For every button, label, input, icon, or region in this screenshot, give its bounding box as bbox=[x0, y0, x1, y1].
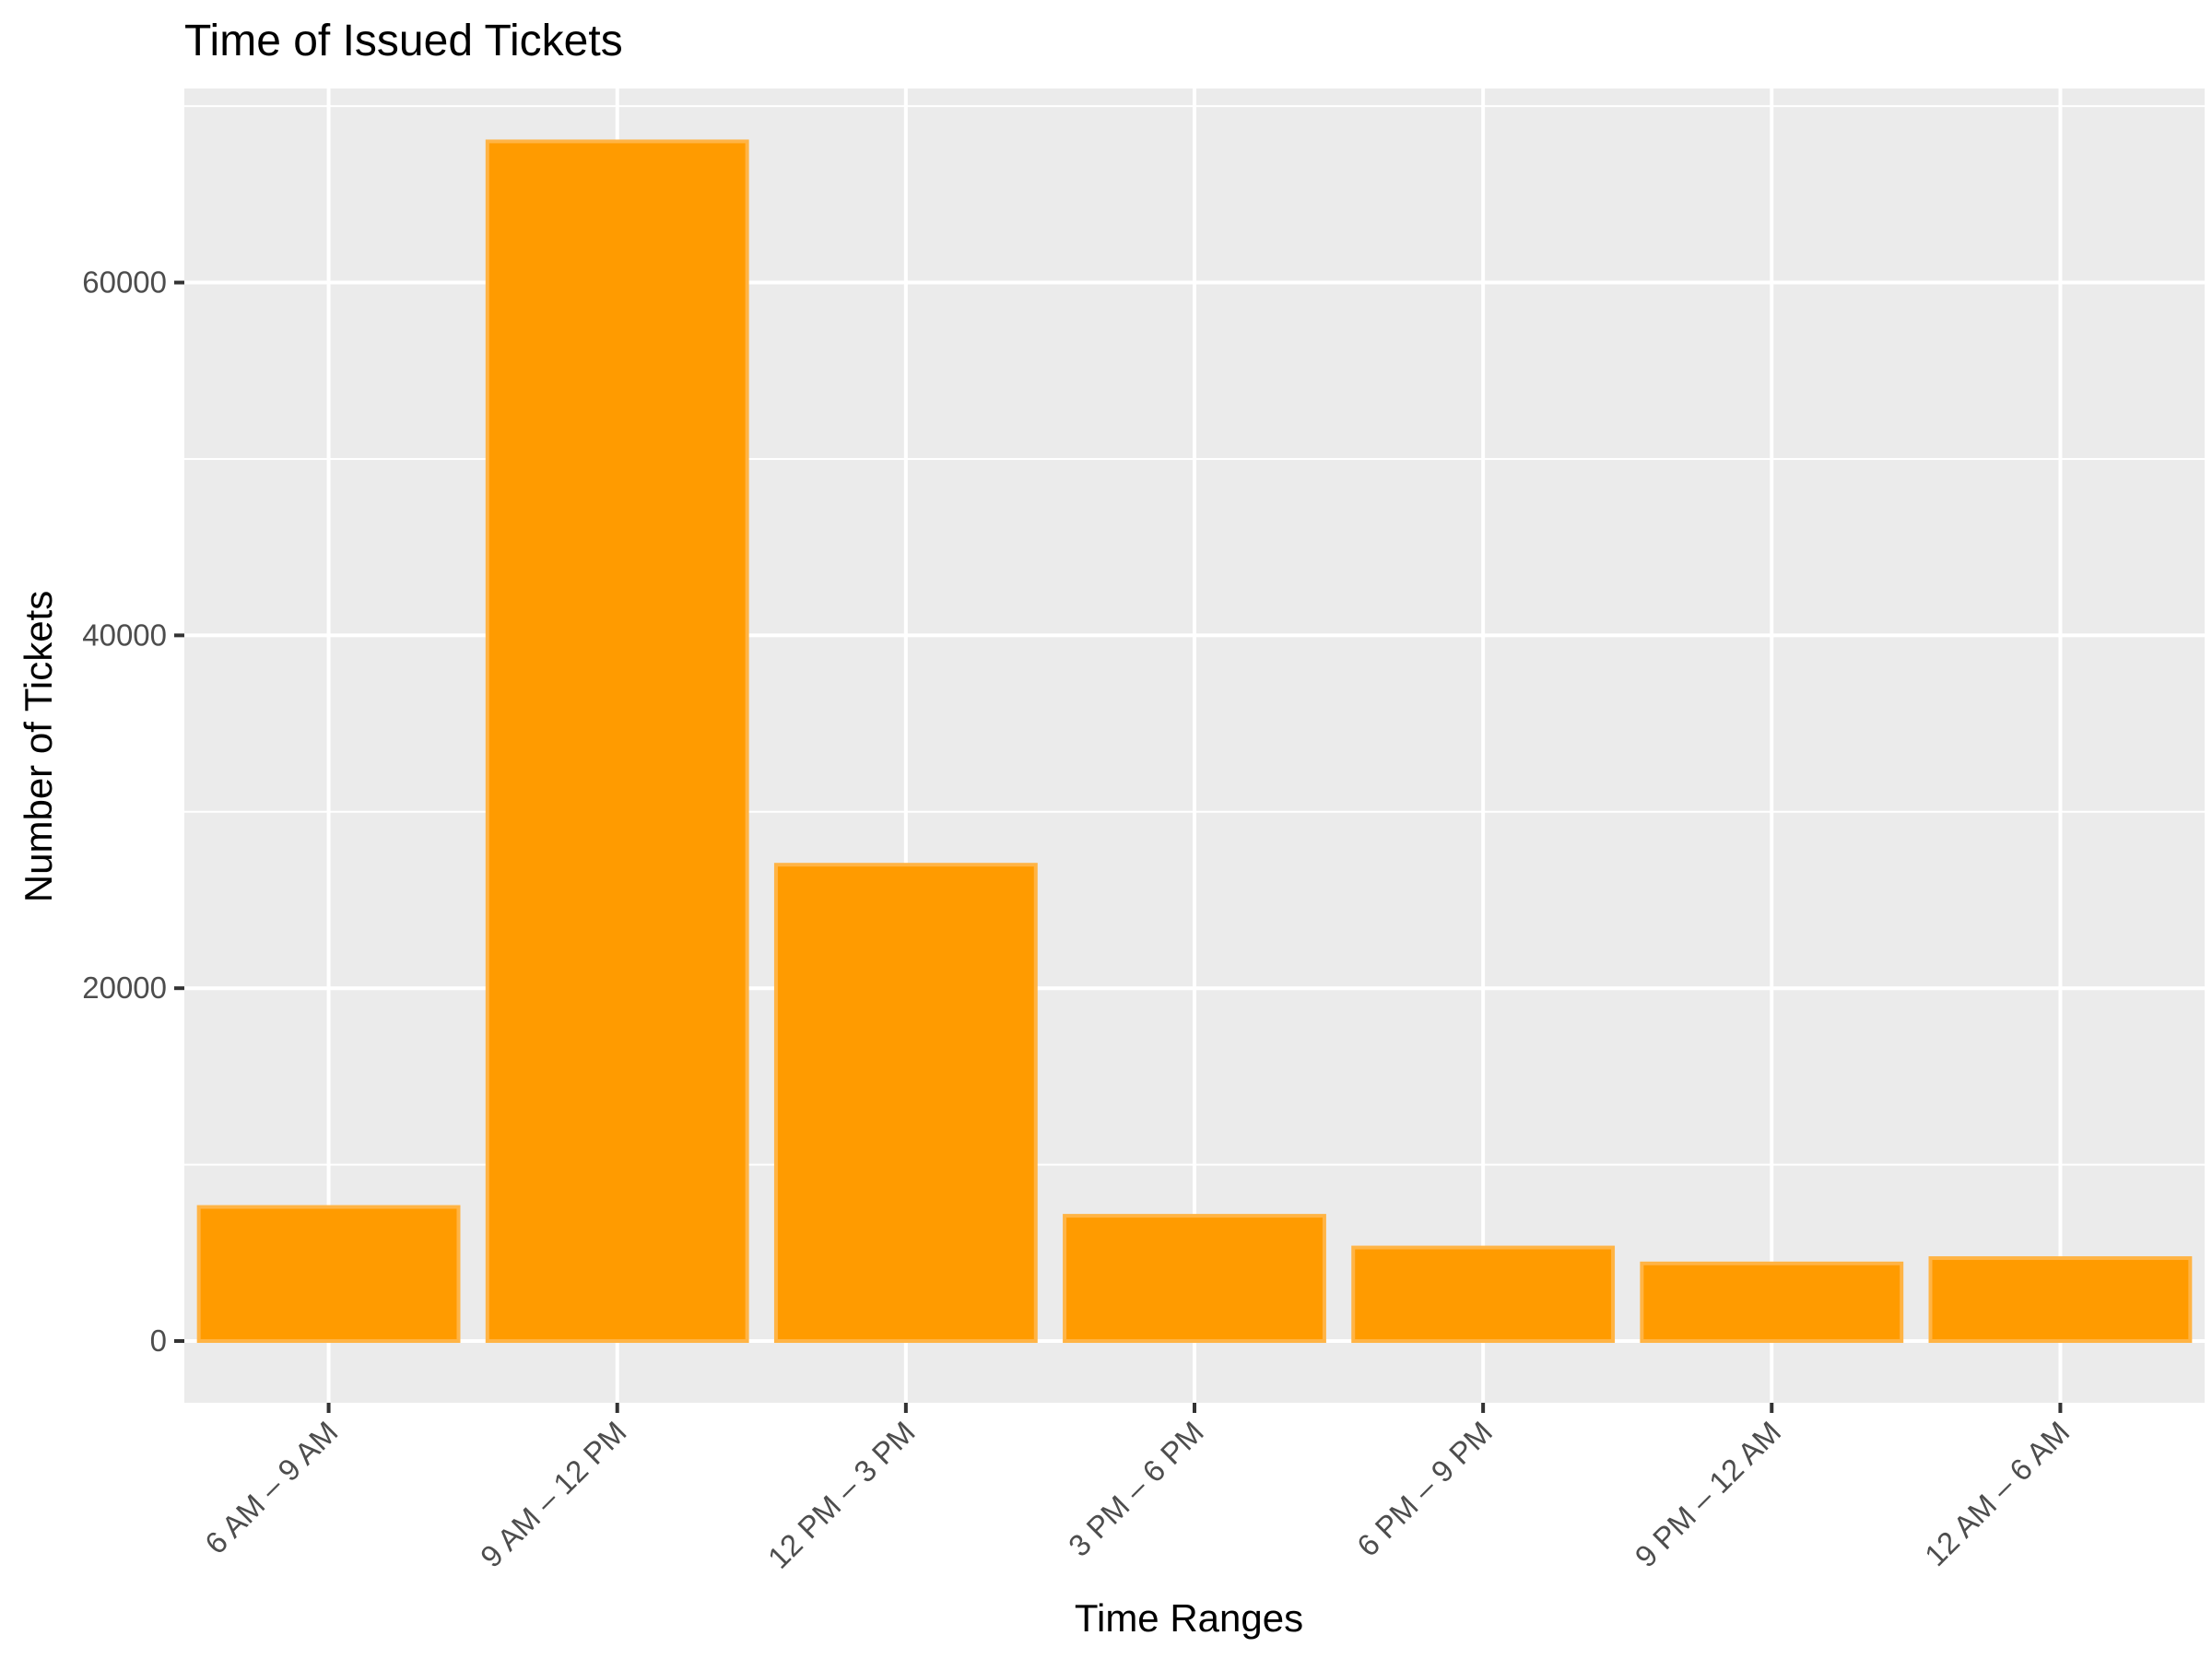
bar bbox=[773, 863, 1038, 1344]
x-tick-label: 9 PM – 12 AM bbox=[1629, 1415, 1788, 1574]
bar bbox=[1351, 1245, 1616, 1344]
x-tick-label: 6 AM – 9 AM bbox=[198, 1415, 344, 1560]
bar bbox=[1640, 1261, 1904, 1344]
x-axis-label: Time Ranges bbox=[1075, 1596, 1303, 1640]
x-tick-label: 12 PM – 3 PM bbox=[761, 1415, 922, 1575]
y-axis-label: Number of Tickets bbox=[17, 591, 60, 902]
x-tick-label: 6 PM – 9 PM bbox=[1350, 1415, 1499, 1563]
y-tick-label: 20000 bbox=[82, 971, 167, 1005]
x-tick-label: 3 PM – 6 PM bbox=[1062, 1415, 1210, 1563]
y-tick-label: 60000 bbox=[82, 265, 167, 300]
bar bbox=[1928, 1256, 2193, 1344]
chart-title: Time of Issued Tickets bbox=[184, 17, 623, 65]
bar bbox=[196, 1205, 461, 1344]
x-axis: 6 AM – 9 AM 9 AM – 12 PM 12 PM – 3 PM 3 PM … bbox=[198, 1403, 2076, 1575]
bar bbox=[485, 139, 749, 1344]
y-tick-label: 40000 bbox=[82, 618, 167, 652]
bar bbox=[1063, 1214, 1326, 1344]
y-axis: 0 20000 40000 60000 bbox=[82, 265, 184, 1358]
bars bbox=[196, 139, 2193, 1344]
x-tick-label: 9 AM – 12 PM bbox=[474, 1415, 633, 1574]
y-tick-label: 0 bbox=[150, 1324, 167, 1358]
x-tick-label: 12 AM – 6 AM bbox=[1918, 1415, 2076, 1572]
